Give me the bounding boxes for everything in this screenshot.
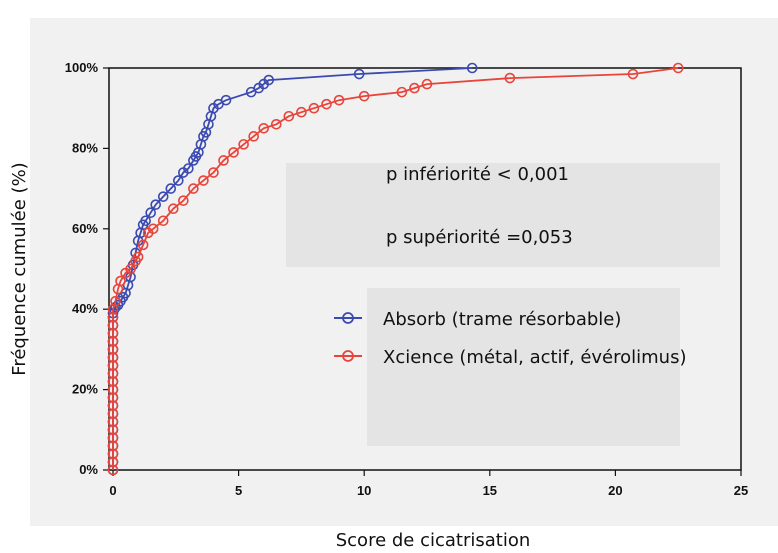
data-point	[188, 183, 199, 194]
data-point	[353, 68, 365, 80]
data-point	[466, 62, 478, 74]
data-point	[107, 424, 119, 436]
data-point	[220, 94, 232, 106]
data-point	[107, 368, 119, 379]
data-point	[296, 106, 307, 118]
data-point	[238, 139, 249, 150]
data-point	[308, 102, 320, 114]
x-tick-label: 15	[483, 483, 497, 498]
data-point	[228, 147, 239, 158]
y-tick-label: 100%	[65, 60, 99, 75]
data-point	[208, 167, 219, 178]
data-point	[258, 123, 270, 134]
data-point	[396, 86, 408, 98]
data-point	[107, 384, 119, 395]
data-point	[110, 295, 121, 307]
data-point	[145, 207, 156, 219]
data-point	[125, 263, 136, 275]
data-point	[132, 251, 144, 263]
x-tick-label: 0	[109, 483, 116, 498]
data-point	[321, 98, 332, 110]
data-point	[333, 94, 345, 106]
x-tick-label: 25	[734, 483, 748, 498]
data-point	[107, 319, 119, 331]
data-point	[672, 62, 684, 74]
data-point	[107, 336, 119, 347]
y-tick-label: 60%	[72, 221, 98, 236]
data-point	[107, 344, 119, 355]
x-tick-label: 10	[357, 483, 371, 498]
y-axis-ticks: 0% 20% 40% 60% 80% 100%	[65, 60, 109, 477]
series-layer	[107, 62, 684, 476]
data-point	[107, 311, 119, 323]
x-axis-ticks: 0 5 10 15 20 25	[109, 470, 748, 498]
x-tick-label: 20	[608, 483, 622, 498]
data-point	[107, 392, 119, 403]
data-point	[178, 195, 189, 206]
data-point	[167, 203, 179, 214]
data-point	[173, 175, 184, 186]
legend-absorb-label: Absorb (trame résorbable)	[383, 309, 621, 330]
data-point	[107, 328, 119, 339]
x-tick-label: 5	[235, 483, 242, 498]
data-point	[107, 464, 119, 476]
data-point	[263, 74, 275, 86]
y-tick-label: 0%	[79, 462, 98, 477]
data-point	[107, 432, 119, 444]
y-tick-label: 40%	[72, 301, 98, 316]
data-point	[140, 215, 151, 227]
data-point	[107, 448, 119, 460]
legend-box	[367, 288, 680, 446]
data-point	[107, 416, 119, 428]
data-point	[248, 131, 259, 142]
data-point	[218, 155, 229, 166]
y-tick-label: 80%	[72, 140, 98, 155]
plot-frame	[108, 67, 742, 471]
legend-xcience-label: Xcience (métal, actif, évérolimus)	[383, 347, 687, 368]
p-superiority-annotation: p supériorité =0,053	[386, 227, 573, 248]
data-point	[358, 90, 370, 102]
x-axis-title: Score de cicatrisation	[336, 530, 531, 551]
data-point	[107, 352, 119, 363]
data-point	[165, 183, 177, 194]
data-point	[150, 199, 162, 210]
data-point	[157, 215, 169, 227]
annotation-box	[286, 163, 720, 267]
data-point	[147, 223, 159, 235]
data-point	[157, 191, 169, 202]
data-point	[421, 78, 433, 90]
data-point	[107, 360, 119, 371]
data-point	[107, 440, 119, 452]
data-point	[137, 239, 149, 251]
data-point	[270, 118, 282, 130]
y-axis-title: Fréquence cumulée (%)	[9, 162, 30, 375]
data-point	[107, 408, 119, 420]
data-point	[283, 110, 295, 122]
data-point	[107, 456, 119, 468]
data-point	[183, 163, 194, 174]
data-point	[107, 376, 119, 387]
legend-xcience-marker	[342, 350, 354, 362]
p-inferiority-annotation: p infériorité < 0,001	[386, 164, 569, 185]
data-point	[627, 68, 639, 80]
legend-absorb-marker	[342, 312, 354, 324]
series-xcience	[107, 62, 684, 476]
data-point	[115, 275, 126, 287]
y-tick-label: 20%	[72, 382, 98, 397]
data-point	[198, 175, 209, 186]
data-point	[504, 72, 516, 84]
data-point	[107, 400, 119, 411]
data-point	[409, 82, 420, 94]
legend: Absorb (trame résorbable) Xcience (métal…	[334, 309, 687, 368]
